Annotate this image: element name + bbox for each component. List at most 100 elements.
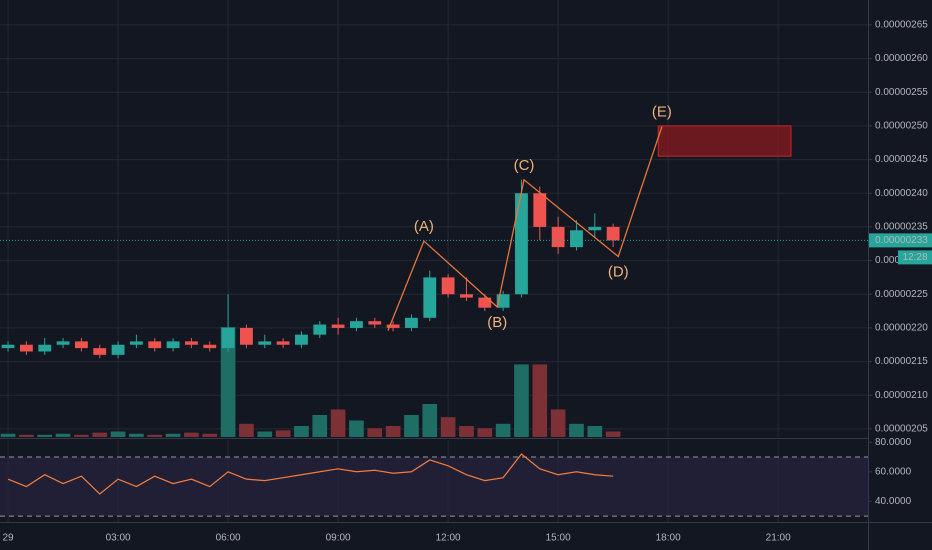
candle-body bbox=[570, 230, 583, 248]
y-tick-label: 0.00000260 bbox=[875, 53, 928, 64]
volume-bar bbox=[74, 434, 89, 437]
x-tick-label: 21:00 bbox=[766, 533, 791, 544]
candle-body bbox=[441, 277, 455, 295]
candle-body bbox=[185, 341, 198, 345]
y-tick-label: 0.00000250 bbox=[875, 121, 928, 132]
candle-body bbox=[460, 294, 473, 298]
volume-bar bbox=[349, 420, 364, 437]
candle-body bbox=[496, 294, 510, 308]
rsi-y-tick-label: 80.0000 bbox=[875, 437, 912, 448]
candle-body bbox=[295, 334, 308, 345]
wave-line bbox=[387, 126, 663, 331]
countdown-badge bbox=[898, 250, 932, 265]
candle-body bbox=[93, 348, 107, 355]
volume-bar bbox=[312, 415, 328, 437]
candle-body bbox=[203, 344, 217, 349]
candle-body bbox=[606, 226, 620, 241]
candle-body bbox=[19, 344, 33, 352]
volume-bar bbox=[294, 426, 309, 437]
rsi-y-tick-label: 40.0000 bbox=[875, 496, 912, 507]
volume-bar bbox=[19, 434, 34, 437]
y-tick-label: 0.00000235 bbox=[875, 222, 928, 233]
wave-label: (D) bbox=[608, 264, 629, 281]
volume-bar bbox=[459, 426, 474, 437]
candle-body bbox=[221, 327, 235, 349]
volume-bar bbox=[569, 423, 584, 437]
target-zone bbox=[657, 125, 792, 157]
y-tick-label: 0.00000240 bbox=[875, 188, 928, 199]
y-tick-label: 0.00000205 bbox=[875, 424, 928, 435]
wave-label: (B) bbox=[487, 314, 507, 331]
volume-bar bbox=[404, 415, 419, 437]
wave-label: (E) bbox=[652, 104, 672, 121]
volume-bar bbox=[514, 364, 529, 437]
x-tick-label: 03:00 bbox=[106, 533, 131, 544]
rsi-y-tick-label: 60.0000 bbox=[875, 466, 912, 477]
volume-bar bbox=[37, 434, 53, 437]
candle-body bbox=[1, 344, 15, 349]
volume-bar bbox=[587, 426, 603, 437]
wave-label: (A) bbox=[414, 218, 434, 235]
rsi-line bbox=[7, 453, 614, 495]
candle-body bbox=[166, 341, 180, 349]
countdown-label: 12:28 bbox=[902, 252, 927, 263]
rsi-band bbox=[0, 456, 868, 517]
y-tick-label: 0.00000245 bbox=[875, 154, 928, 165]
x-tick-label: 29 bbox=[3, 533, 15, 544]
y-tick-label: 0.00000255 bbox=[875, 87, 928, 98]
volume-bar bbox=[275, 430, 291, 437]
y-tick-label: 0.00000220 bbox=[875, 323, 928, 334]
volume-bar bbox=[92, 432, 108, 437]
volume-bar bbox=[220, 327, 236, 437]
y-tick-label: 0.00000265 bbox=[875, 20, 928, 31]
candle-body bbox=[423, 277, 437, 318]
y-tick-label: 0.00000215 bbox=[875, 356, 928, 367]
volume-bar bbox=[257, 431, 273, 437]
volume-bar bbox=[0, 433, 16, 437]
candle-body bbox=[240, 327, 253, 345]
candle-body bbox=[258, 341, 272, 345]
x-tick-label: 18:00 bbox=[656, 533, 681, 544]
candle-body bbox=[331, 324, 345, 328]
wave-label: (C) bbox=[514, 157, 535, 174]
last-price-badge bbox=[869, 233, 932, 248]
volume-bar bbox=[550, 409, 566, 437]
candle-body bbox=[368, 321, 382, 325]
y-tick-label: 0.00000210 bbox=[875, 390, 928, 401]
candle-body bbox=[478, 297, 492, 308]
last-price-label: 0.00000233 bbox=[875, 235, 928, 246]
candle-body bbox=[129, 341, 143, 345]
volume-bar bbox=[239, 423, 254, 437]
candle-body bbox=[313, 324, 327, 335]
volume-bar bbox=[147, 434, 163, 437]
candle-body bbox=[74, 341, 88, 349]
volume-bar bbox=[605, 431, 621, 437]
x-tick-label: 12:00 bbox=[436, 533, 461, 544]
volume-bar bbox=[55, 433, 71, 437]
candle-body bbox=[405, 317, 418, 328]
volume-bar bbox=[330, 409, 346, 437]
volume-bar bbox=[440, 417, 456, 437]
candle-body bbox=[386, 324, 400, 328]
candle-body bbox=[38, 344, 52, 352]
volume-bar bbox=[385, 426, 401, 437]
candle-body bbox=[515, 193, 528, 295]
volume-bar bbox=[477, 428, 493, 437]
x-tick-label: 06:00 bbox=[216, 533, 241, 544]
volume-bar bbox=[367, 428, 383, 437]
volume-bar bbox=[129, 433, 144, 437]
candle-body bbox=[551, 226, 565, 248]
y-tick-label: 0.00000225 bbox=[875, 289, 928, 300]
x-tick-label: 15:00 bbox=[546, 533, 571, 544]
volume-bar bbox=[532, 364, 548, 437]
candle-body bbox=[533, 193, 547, 227]
volume-bar bbox=[422, 404, 438, 437]
volume-bar bbox=[184, 432, 199, 437]
x-tick-label: 09:00 bbox=[326, 533, 351, 544]
candle-body bbox=[276, 341, 290, 345]
volume-bar bbox=[202, 433, 218, 437]
volume-bar bbox=[495, 423, 511, 437]
candle-body bbox=[111, 344, 125, 355]
